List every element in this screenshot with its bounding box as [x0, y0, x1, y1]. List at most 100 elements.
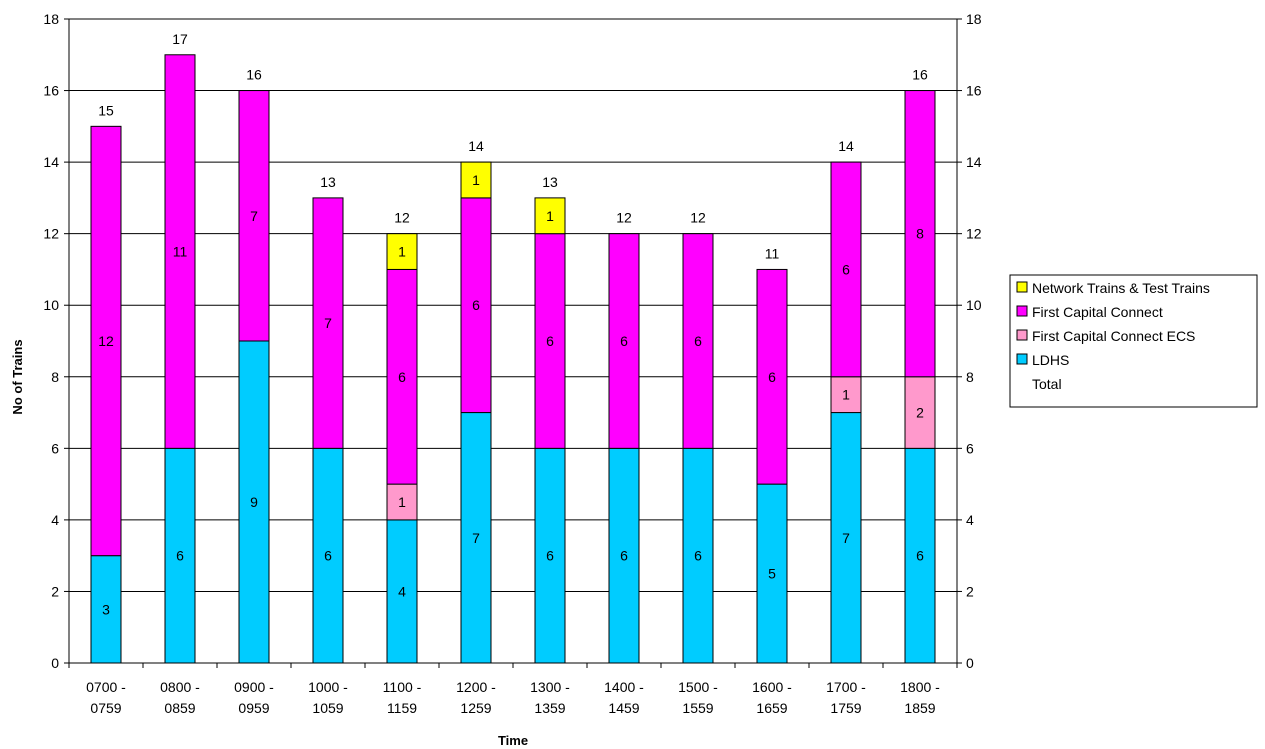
x-tick-label: 1000 -	[308, 679, 348, 695]
segment-value-label: 1	[546, 208, 554, 224]
segment-value-label: 6	[620, 333, 628, 349]
segment-value-label: 6	[694, 333, 702, 349]
x-axis-title: Time	[498, 733, 528, 748]
x-tick-label: 0700 -	[86, 679, 126, 695]
segment-value-label: 8	[916, 226, 924, 242]
x-tick-label: 1400 -	[604, 679, 644, 695]
total-value-label: 16	[246, 67, 262, 83]
x-tick-label: 0800 -	[160, 679, 200, 695]
segment-value-label: 2	[916, 405, 924, 421]
y2-tick-label: 6	[966, 440, 974, 456]
bar-segment	[534, 197, 566, 235]
legend-swatch	[1016, 353, 1028, 365]
x-tick-label: 1559	[682, 700, 713, 716]
bar-segment	[164, 54, 196, 449]
x-tick-label: 1800 -	[900, 679, 940, 695]
y2-tick-label: 10	[966, 297, 982, 313]
y-tick-label: 14	[43, 154, 59, 170]
legend-box	[1009, 274, 1258, 408]
legend-swatch	[1016, 329, 1028, 341]
x-tick-label: 0859	[164, 700, 195, 716]
bar-segment	[238, 90, 270, 342]
y2-tick-label: 2	[966, 583, 974, 599]
y-tick-label: 2	[51, 583, 59, 599]
bar-segment	[534, 233, 566, 449]
total-value-label: 15	[98, 102, 114, 118]
bar-segment	[830, 161, 862, 378]
total-value-label: 14	[468, 138, 484, 154]
y-tick-label: 10	[43, 297, 59, 313]
x-tick-label: 1700 -	[826, 679, 866, 695]
y-tick-label: 12	[43, 226, 59, 242]
y2-tick-label: 8	[966, 369, 974, 385]
y2-tick-label: 16	[966, 83, 982, 99]
total-value-label: 14	[838, 138, 854, 154]
segment-value-label: 6	[620, 548, 628, 564]
segment-value-label: 7	[472, 530, 480, 546]
segment-value-label: 6	[694, 548, 702, 564]
bar-segment	[682, 447, 714, 664]
segment-value-label: 7	[250, 208, 258, 224]
x-tick-label: 1300 -	[530, 679, 570, 695]
bar-segment	[830, 412, 862, 664]
legend: Network Trains & Test Trains First Capita…	[1009, 274, 1258, 408]
legend-swatch	[1016, 281, 1028, 293]
total-value-label: 12	[616, 210, 632, 226]
x-tick-label: 1600 -	[752, 679, 792, 695]
bar-segment	[904, 447, 936, 664]
total-value-label: 13	[542, 174, 558, 190]
segment-value-label: 9	[250, 494, 258, 510]
bar-segment	[460, 197, 492, 414]
y-tick-label: 0	[51, 655, 59, 671]
y-tick-label: 4	[51, 512, 59, 528]
total-value-label: 17	[172, 31, 188, 47]
bar-segment	[312, 197, 344, 449]
bar-segment	[534, 447, 566, 664]
x-tick-label: 1259	[460, 700, 491, 716]
x-tick-label: 1659	[756, 700, 787, 716]
bar-segment	[460, 161, 492, 199]
x-tick-label: 0759	[90, 700, 121, 716]
y-tick-label: 16	[43, 83, 59, 99]
y2-tick-label: 14	[966, 154, 982, 170]
legend-label: LDHS	[1032, 352, 1069, 368]
y2-tick-label: 0	[966, 655, 974, 671]
segment-value-label: 12	[98, 333, 114, 349]
y2-tick-label: 18	[966, 11, 982, 27]
bar-segment	[608, 447, 640, 664]
total-value-label: 12	[690, 210, 706, 226]
y-tick-label: 6	[51, 440, 59, 456]
segment-value-label: 6	[916, 548, 924, 564]
segment-value-label: 6	[546, 333, 554, 349]
bar-segment	[90, 125, 122, 557]
total-value-label: 16	[912, 67, 928, 83]
y-tick-label: 18	[43, 11, 59, 27]
x-tick-label: 1859	[904, 700, 935, 716]
gridlines	[69, 18, 957, 592]
x-tick-label: 1059	[312, 700, 343, 716]
x-tick-label: 0959	[238, 700, 269, 716]
segment-value-label: 1	[472, 172, 480, 188]
legend-swatch	[1016, 305, 1028, 317]
bar-segment	[386, 483, 418, 521]
legend-label: First Capital Connect ECS	[1032, 328, 1195, 344]
segment-value-label: 6	[324, 548, 332, 564]
segment-value-label: 7	[324, 315, 332, 331]
bar-segment	[608, 233, 640, 449]
segment-value-label: 1	[842, 387, 850, 403]
segment-value-label: 1	[398, 244, 406, 260]
total-value-label: 13	[320, 174, 336, 190]
segment-value-label: 11	[173, 244, 188, 260]
bar-segment	[756, 268, 788, 485]
total-value-label: 12	[394, 210, 410, 226]
x-tick-label: 1200 -	[456, 679, 496, 695]
segment-value-label: 6	[546, 548, 554, 564]
legend-label: Network Trains & Test Trains	[1032, 280, 1210, 296]
segment-value-label: 7	[842, 530, 850, 546]
segment-value-label: 6	[472, 297, 480, 313]
segment-value-label: 6	[398, 369, 406, 385]
legend-label: First Capital Connect	[1032, 304, 1163, 320]
x-tick-label: 1159	[387, 700, 417, 716]
